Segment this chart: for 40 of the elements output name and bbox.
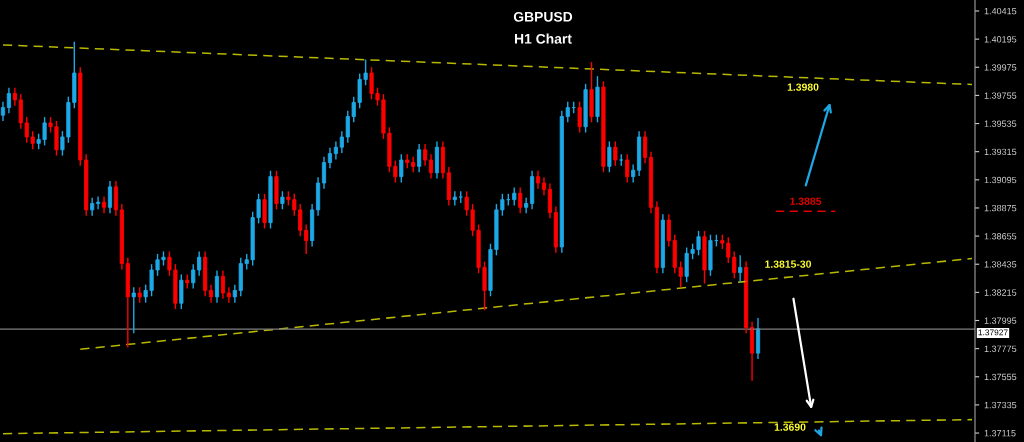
candlestick — [268, 170, 273, 229]
candlestick — [595, 76, 600, 123]
candlestick — [613, 141, 618, 166]
candlestick — [262, 193, 267, 229]
text: H1 Chart — [514, 33, 572, 44]
candlestick — [625, 154, 630, 183]
candlestick — [518, 187, 523, 214]
annotation: 1.3980 — [787, 83, 819, 91]
y-tick-label: 1.39535 — [984, 120, 1017, 127]
y-tick-label: 1.39975 — [984, 64, 1017, 71]
y-tick-label: 1.39095 — [984, 176, 1017, 184]
y-tick-label: 1.39315 — [984, 148, 1017, 156]
candlestick — [577, 101, 582, 133]
y-tick-label: 1.40195 — [984, 36, 1017, 43]
candlestick — [131, 287, 136, 334]
annotation: 1.3815-30 — [765, 260, 812, 268]
candlestick — [179, 274, 184, 310]
y-tick-label: 1.38215 — [984, 289, 1017, 296]
candlestick — [708, 234, 713, 276]
candlestick — [399, 154, 404, 183]
y-tick-label: 1.37335 — [984, 401, 1017, 409]
text: GBPUSD — [513, 11, 573, 22]
y-tick-label: 1.37995 — [984, 317, 1017, 324]
candlestick — [589, 62, 594, 123]
ref-line-label: 1.37927 — [978, 329, 1008, 336]
y-tick-label: 1.38875 — [984, 204, 1017, 212]
y-tick-label: 1.38435 — [984, 261, 1017, 268]
candlestick — [274, 170, 279, 210]
y-tick-label: 1.37555 — [984, 373, 1017, 381]
candlestick — [702, 230, 707, 284]
y-tick-label: 1.39755 — [984, 92, 1017, 99]
candlestick — [583, 83, 588, 133]
annotation: 1.3690 — [774, 423, 806, 431]
y-tick-label: 1.38655 — [984, 233, 1017, 240]
candlestick — [601, 81, 606, 173]
y-tick-label: 1.37775 — [984, 345, 1017, 352]
y-tick-label: 1.37115 — [984, 430, 1016, 437]
series-label: 1.3885 — [790, 197, 822, 205]
y-tick-label: 1.40415 — [984, 7, 1017, 15]
candlestick — [607, 141, 612, 173]
